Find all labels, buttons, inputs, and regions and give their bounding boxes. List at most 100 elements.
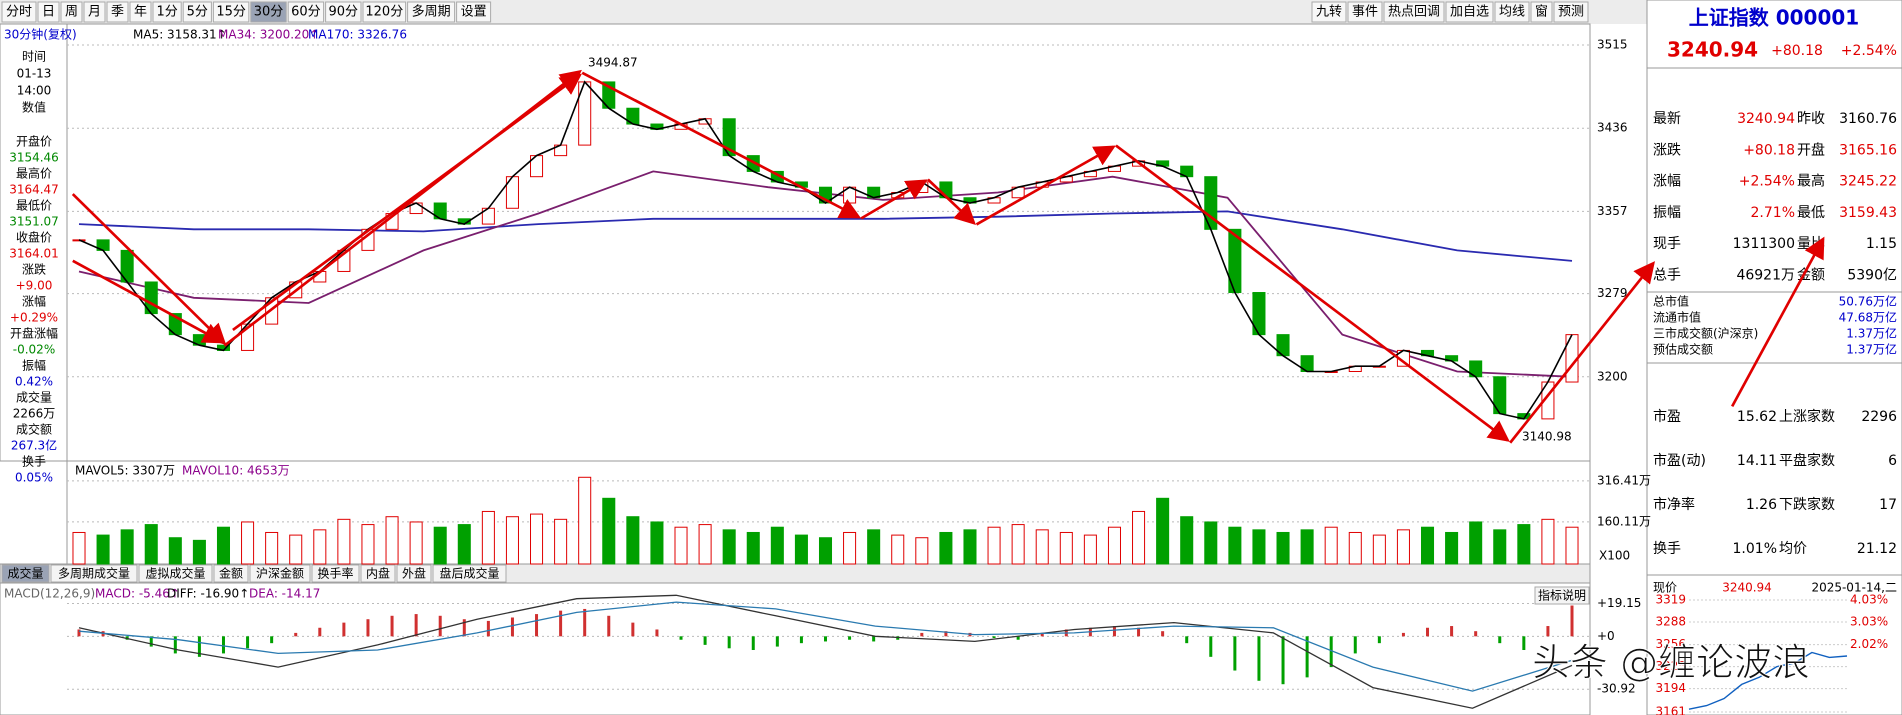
info-label: 振幅	[22, 358, 46, 373]
tab-label[interactable]: 金额	[219, 566, 243, 581]
macd-bar	[246, 636, 250, 649]
info-label: 换手	[22, 455, 46, 469]
macd-bar	[583, 608, 587, 637]
toolbar-button[interactable]	[1383, 1, 1445, 23]
toolbar-button-label[interactable]: 月	[88, 5, 101, 20]
tab-label[interactable]: 沪深金额	[256, 566, 304, 581]
toolbar-button[interactable]	[1530, 1, 1553, 23]
info-value: 0.42%	[15, 375, 53, 389]
toolbar-button[interactable]	[1311, 1, 1347, 23]
toolbar-button-label[interactable]: 预测	[1558, 5, 1584, 20]
trend-arrow	[1509, 261, 1655, 444]
toolbar-button-label[interactable]: 窗	[1535, 4, 1548, 20]
toolbar-button[interactable]	[1494, 1, 1530, 23]
legend-entry: MACD: -5.46↑	[95, 587, 180, 601]
tab[interactable]	[360, 564, 396, 583]
toolbar-button[interactable]	[1445, 1, 1494, 23]
toolbar-button-label[interactable]: 热点回调	[1388, 5, 1440, 20]
toolbar-button[interactable]	[106, 1, 129, 23]
mini-pct-label: 3.03%	[1850, 614, 1888, 628]
toolbar-button-label[interactable]: 90分	[329, 5, 359, 20]
tab-label[interactable]: 换手率	[317, 566, 353, 581]
toolbar-button[interactable]	[407, 1, 456, 23]
tab[interactable]	[50, 564, 138, 583]
macd-bar	[1185, 636, 1189, 644]
toolbar-button-label[interactable]: 120分	[365, 5, 403, 20]
toolbar-button[interactable]	[60, 1, 83, 23]
y-tick-label: 316.41万	[1597, 473, 1651, 487]
tab[interactable]	[396, 564, 432, 583]
trend-arrows	[71, 69, 1825, 444]
toolbar-button-label[interactable]: 周	[65, 5, 78, 20]
volume-bar	[818, 537, 833, 565]
toolbar-button[interactable]	[1347, 1, 1383, 23]
macd-bar	[559, 610, 563, 637]
y-tick-label: 3357	[1597, 204, 1628, 218]
help-button[interactable]	[1534, 586, 1590, 605]
toolbar-button[interactable]	[287, 1, 325, 23]
macd-bar	[679, 636, 683, 640]
macd-bar	[1281, 636, 1285, 685]
toolbar-button-label[interactable]: 均线	[1499, 5, 1525, 20]
toolbar-button-label[interactable]: 事件	[1352, 5, 1378, 20]
toolbar-button[interactable]	[325, 1, 362, 23]
toolbar-button-label[interactable]: 多周期	[412, 4, 451, 20]
macd-bar	[414, 614, 418, 637]
macd-bar	[1522, 636, 1526, 650]
toolbar-button-label[interactable]: 5分	[187, 5, 208, 20]
toolbar-button-label[interactable]: 30分	[254, 5, 284, 20]
toolbar-button-label[interactable]: 加自选	[1450, 5, 1489, 20]
toolbar-button-label[interactable]: 年	[134, 5, 147, 20]
toolbar-button-label[interactable]: 设置	[461, 5, 487, 20]
tab[interactable]	[213, 564, 249, 583]
toolbar-button-label[interactable]: 60分	[291, 5, 321, 20]
toolbar-button-label[interactable]: 九转	[1316, 5, 1342, 20]
toolbar-button-label[interactable]: 季	[111, 5, 124, 20]
tab-label[interactable]: 盘后成交量	[439, 566, 499, 581]
cap-value: 47.68万亿	[1839, 310, 1897, 325]
toolbar-button[interactable]	[1553, 1, 1589, 23]
toolbar-button-label[interactable]: 15分	[216, 5, 246, 20]
tab[interactable]	[1, 564, 50, 583]
tab-label[interactable]: 成交量	[7, 566, 43, 581]
tab[interactable]	[432, 564, 507, 583]
macd-bar	[197, 636, 201, 657]
info-text: 01-13	[17, 67, 52, 81]
toolbar-button[interactable]	[182, 1, 212, 23]
toolbar-button[interactable]	[456, 1, 492, 23]
volume-bar	[867, 529, 881, 565]
toolbar-button[interactable]	[37, 1, 60, 23]
toolbar-button[interactable]	[212, 1, 250, 23]
help-label[interactable]: 指标说明	[1538, 588, 1586, 603]
tab[interactable]	[138, 564, 213, 583]
macd-bar	[1137, 627, 1141, 637]
quote-change: +80.18	[1771, 43, 1823, 59]
tab-label[interactable]: 多周期成交量	[58, 566, 130, 581]
info-label: 涨跌	[22, 262, 46, 277]
stat-value: 21.12	[1857, 541, 1897, 557]
volume-bar	[1565, 526, 1579, 565]
toolbar-button[interactable]	[250, 1, 287, 23]
toolbar-button-label[interactable]: 1分	[156, 5, 177, 20]
quote-value: 2.71%	[1751, 205, 1795, 221]
tab[interactable]	[249, 564, 311, 583]
volume-bar	[433, 526, 447, 565]
toolbar-button[interactable]	[1, 1, 37, 23]
toolbar-button[interactable]	[129, 1, 152, 23]
tab[interactable]	[311, 564, 360, 583]
macd-bar	[751, 636, 755, 650]
macd-bar	[318, 627, 322, 637]
tab-label[interactable]: 内盘	[366, 566, 390, 581]
toolbar-button-label[interactable]: 分时	[6, 5, 32, 20]
trend-arrow	[927, 178, 976, 226]
toolbar-button[interactable]	[152, 1, 182, 23]
tab-label[interactable]: 虚拟成交量	[145, 566, 205, 581]
volume-bar	[963, 529, 977, 565]
toolbar-button[interactable]	[83, 1, 106, 23]
macd-bar	[342, 622, 346, 637]
tab-label[interactable]: 外盘	[402, 566, 426, 581]
trend-arrow	[232, 73, 582, 332]
info-value: 0.05%	[15, 471, 53, 485]
toolbar-button-label[interactable]: 日	[42, 5, 55, 20]
toolbar-button[interactable]	[362, 1, 407, 23]
